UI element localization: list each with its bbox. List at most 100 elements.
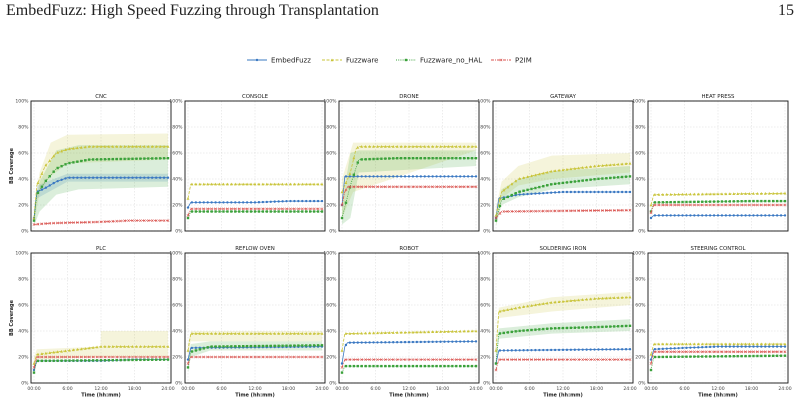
data-point xyxy=(616,208,620,212)
data-point xyxy=(673,200,676,204)
data-point xyxy=(376,144,379,148)
data-point xyxy=(166,219,170,223)
data-point xyxy=(585,297,589,301)
data-point xyxy=(767,203,771,207)
data-point xyxy=(372,144,375,148)
data-point xyxy=(677,192,681,196)
panel-frame xyxy=(492,100,634,232)
data-point xyxy=(269,344,272,348)
data-point xyxy=(748,354,751,358)
series-p2im xyxy=(32,355,170,369)
data-point xyxy=(593,358,596,362)
data-point xyxy=(696,192,700,196)
data-point xyxy=(83,346,87,350)
data-point xyxy=(95,355,99,359)
data-point xyxy=(724,342,728,346)
data-point xyxy=(395,331,399,334)
data-point xyxy=(716,350,720,354)
data-point xyxy=(293,210,296,213)
data-point xyxy=(649,210,653,213)
data-point xyxy=(732,342,736,346)
data-point xyxy=(697,200,700,204)
data-point xyxy=(624,162,628,165)
data-point xyxy=(673,214,676,217)
data-point xyxy=(783,191,787,195)
data-point xyxy=(372,341,375,344)
series-p2im xyxy=(649,203,787,215)
data-point xyxy=(32,365,36,369)
data-point xyxy=(435,358,439,362)
data-point xyxy=(348,186,352,189)
data-point xyxy=(565,299,569,303)
data-point xyxy=(225,207,229,211)
data-point xyxy=(653,203,657,207)
y-tick-label: 20% xyxy=(18,203,29,209)
data-point xyxy=(95,144,99,148)
data-point xyxy=(541,171,545,175)
data-point xyxy=(783,342,787,346)
data-point xyxy=(506,331,510,334)
data-point xyxy=(573,326,577,329)
data-point xyxy=(673,192,677,196)
data-point xyxy=(557,358,561,362)
data-point xyxy=(609,348,612,351)
data-point xyxy=(569,299,573,302)
data-point xyxy=(411,144,415,148)
band-fuzzware xyxy=(342,142,476,218)
data-point xyxy=(285,207,288,211)
series-line xyxy=(650,343,785,355)
data-point xyxy=(99,220,103,224)
data-point xyxy=(748,199,751,203)
data-point xyxy=(277,207,281,211)
data-point xyxy=(435,364,438,368)
band-fuzzware-no-hal xyxy=(496,166,630,226)
data-point xyxy=(561,168,565,172)
data-point xyxy=(210,201,213,204)
data-point xyxy=(308,182,312,186)
data-point xyxy=(756,214,759,217)
data-point xyxy=(474,144,478,148)
y-tick-label: 80% xyxy=(172,277,183,283)
data-point xyxy=(419,340,423,344)
data-point xyxy=(392,157,395,160)
data-point xyxy=(712,355,716,358)
data-point xyxy=(95,220,99,224)
data-point xyxy=(518,305,522,309)
data-point xyxy=(681,342,684,346)
data-point xyxy=(775,342,779,346)
data-point xyxy=(514,192,517,195)
data-point xyxy=(597,177,600,181)
data-point xyxy=(277,210,280,213)
data-point xyxy=(657,355,661,359)
data-point xyxy=(249,332,253,335)
data-point xyxy=(514,358,518,362)
series-fuzzware-no-hal xyxy=(494,175,632,222)
data-point xyxy=(681,214,684,217)
data-point xyxy=(312,207,316,211)
data-point xyxy=(419,157,423,160)
data-point xyxy=(589,326,592,329)
data-point xyxy=(194,346,198,350)
data-point xyxy=(403,175,407,178)
data-point xyxy=(265,210,269,213)
data-point xyxy=(724,345,728,348)
data-point xyxy=(585,190,588,194)
data-point xyxy=(383,185,387,189)
series-fuzzware-no-hal xyxy=(186,344,324,369)
data-point xyxy=(692,350,696,354)
band-fuzzware-no-hal xyxy=(342,150,476,225)
data-point xyxy=(537,358,541,362)
data-point xyxy=(771,191,775,195)
data-point xyxy=(628,295,632,299)
data-point xyxy=(380,341,383,344)
data-point xyxy=(245,355,249,359)
data-point xyxy=(360,331,364,335)
data-point xyxy=(142,219,146,223)
data-point xyxy=(779,191,783,195)
data-point xyxy=(249,182,253,186)
data-point xyxy=(79,347,83,351)
data-point xyxy=(526,349,529,352)
data-point xyxy=(150,345,154,348)
